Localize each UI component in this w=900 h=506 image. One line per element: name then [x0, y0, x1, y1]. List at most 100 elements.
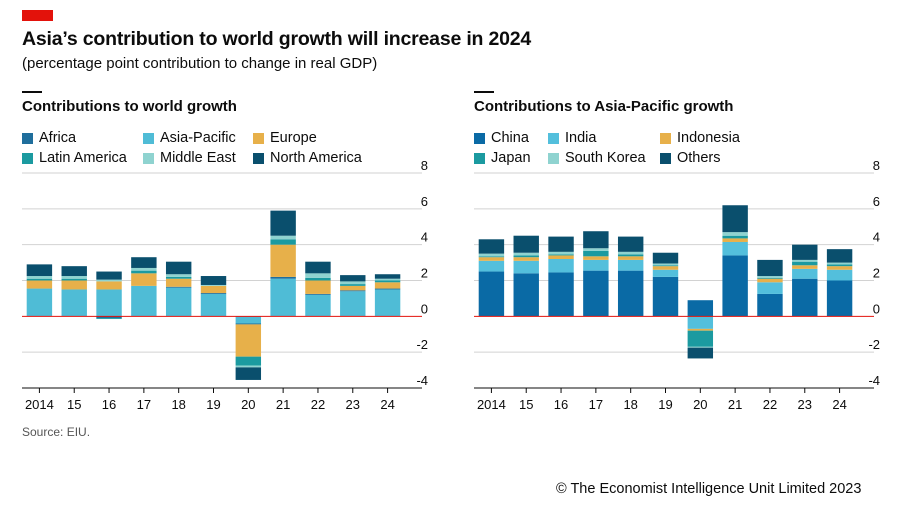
world-y-tick-label: -2: [416, 337, 428, 352]
asia-bar-indonesia-24: [826, 266, 853, 270]
asia-bar-others-15: [513, 235, 539, 253]
source-note: Source: EIU.: [22, 425, 91, 439]
world-x-tick-label: 21: [276, 397, 290, 412]
world-bar-asia-pacific-22: [305, 294, 331, 317]
world-y-tick-label: 4: [421, 230, 428, 245]
copyright-notice: © The Economist Intelligence Unit Limite…: [556, 481, 862, 497]
asia-bar-china-21: [722, 255, 748, 317]
legend-label-north-america: North America: [270, 150, 362, 166]
asia-y-tick-label: 6: [873, 194, 880, 209]
world-bar-europe-18: [165, 278, 192, 287]
asia-y-tick-label: 8: [873, 158, 880, 173]
world-x-tick-label: 2014: [25, 397, 54, 412]
asia-bar-india-2014: [478, 260, 505, 272]
world-bar-latin-america-15: [61, 278, 87, 281]
legend-label-south-korea: South Korea: [565, 150, 646, 166]
asia-bar-japan-18: [617, 254, 644, 257]
legend-label-others: Others: [677, 150, 721, 166]
legend-swatch-asia-pacific: [143, 132, 154, 144]
legend-label-india: India: [565, 130, 597, 146]
asia-bar-japan-2014: [478, 256, 505, 258]
world-bar-latin-america-18: [165, 276, 192, 279]
asia-bar-indonesia-23: [792, 265, 818, 269]
world-bar-middle-east-18: [165, 274, 192, 277]
world-bar-latin-america-22: [305, 277, 331, 281]
legend-north-america: North America: [253, 150, 362, 166]
legend-label-japan: Japan: [491, 150, 531, 166]
legend-swatch-japan: [474, 152, 485, 164]
legend-swatch-south-korea: [548, 152, 559, 164]
world-bar-north-america-2014: [26, 264, 53, 277]
world-x-tick-label: 22: [311, 397, 325, 412]
asia-bar-china-22: [757, 293, 783, 317]
world-bar-asia-pacific-18: [165, 287, 192, 317]
legend-asia-pacific: Asia-Pacific: [143, 130, 236, 146]
world-bar-latin-america-16: [96, 318, 122, 320]
world-bar-africa-22: [305, 293, 331, 295]
legend-label-africa: Africa: [39, 130, 77, 146]
asia-bar-india-21: [722, 241, 748, 256]
asia-bar-indonesia-22: [757, 278, 783, 283]
world-bar-middle-east-2014: [26, 276, 53, 279]
left-panel-title: Contributions to world growth: [22, 98, 237, 115]
asia-bar-japan-22: [757, 277, 783, 279]
world-bar-europe-20: [235, 324, 262, 357]
world-bar-europe-15: [61, 280, 87, 290]
asia-bar-china-24: [826, 280, 853, 317]
asia-bar-india-16: [548, 259, 574, 273]
asia-bar-china-19: [652, 276, 679, 317]
asia-bar-india-20: [687, 316, 714, 329]
asia-bar-south-korea-19: [652, 263, 679, 266]
world-bar-latin-america-21: [270, 239, 296, 245]
legend-swatch-others: [660, 152, 671, 164]
world-y-tick-label: 8: [421, 158, 428, 173]
asia-bar-japan-16: [548, 254, 574, 256]
legend-middle-east: Middle East: [143, 150, 236, 166]
world-y-tick-label: 6: [421, 194, 428, 209]
asia-bar-others-17: [583, 231, 609, 249]
legend-swatch-middle-east: [143, 152, 154, 164]
legend-indonesia: Indonesia: [660, 130, 740, 146]
legend-label-europe: Europe: [270, 130, 317, 146]
asia-bar-japan-17: [583, 250, 609, 257]
world-bar-latin-america-23: [340, 284, 366, 286]
asia-bar-others-16: [548, 236, 574, 252]
asia-bar-others-23: [792, 244, 818, 260]
world-bar-asia-pacific-17: [131, 285, 157, 317]
world-x-tick-label: 17: [137, 397, 151, 412]
asia-bar-india-17: [583, 259, 609, 271]
world-bar-north-america-18: [165, 261, 192, 275]
legend-swatch-latin-america: [22, 152, 33, 164]
world-bar-africa-16: [96, 316, 122, 319]
asia-x-tick-label: 16: [554, 397, 568, 412]
world-x-tick-label: 18: [171, 397, 185, 412]
asia-bar-indonesia-15: [513, 257, 539, 261]
legend-swatch-europe: [253, 132, 264, 144]
asia-y-tick-label: -2: [868, 337, 880, 352]
brand-red-tag: [22, 10, 53, 21]
world-bar-middle-east-20: [235, 365, 262, 368]
world-bar-north-america-19: [200, 276, 227, 285]
asia-y-tick-label: -4: [868, 373, 880, 388]
asia-bar-indonesia-18: [617, 256, 644, 260]
legend-latin-america: Latin America: [22, 150, 127, 166]
asia-x-tick-label: 23: [798, 397, 812, 412]
legend-japan: Japan: [474, 150, 531, 166]
world-bar-europe-17: [131, 273, 157, 286]
world-bar-latin-america-20: [235, 356, 262, 366]
world-bar-north-america-15: [61, 266, 87, 277]
asia-bar-china-17: [583, 270, 609, 317]
world-bar-north-america-20: [235, 367, 262, 380]
asia-bar-others-20: [687, 347, 714, 359]
world-bar-latin-america-24: [374, 280, 401, 283]
asia-x-tick-label: 18: [623, 397, 637, 412]
asia-bar-others-2014: [478, 239, 505, 254]
world-bar-europe-16: [96, 281, 122, 290]
asia-bar-south-korea-18: [617, 251, 644, 255]
asia-bar-india-15: [513, 260, 539, 274]
right-panel-title: Contributions to Asia-Pacific growth: [474, 98, 734, 115]
world-bar-middle-east-21: [270, 235, 296, 240]
asia-y-tick-label: 4: [873, 230, 880, 245]
asia-bar-south-korea-22: [757, 276, 783, 278]
